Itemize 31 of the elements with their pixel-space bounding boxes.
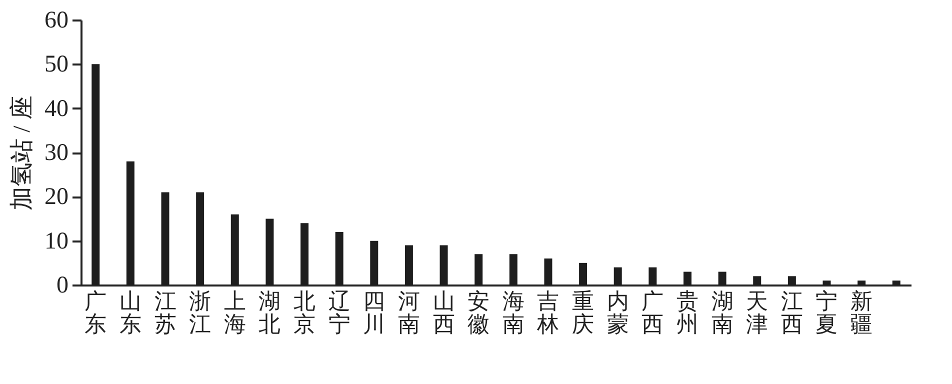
y-tick-label: 40 [44, 96, 68, 122]
x-tick-label: 海南 [502, 288, 524, 336]
x-tick-label: 浙江 [189, 288, 212, 336]
x-tick-label: 江苏 [154, 288, 176, 336]
x-tick-label: 山东 [119, 288, 142, 336]
x-tick-label: 辽宁 [328, 288, 350, 336]
x-tick-label: 山西 [432, 288, 455, 336]
y-tick-label: 20 [44, 184, 68, 210]
x-tick-label: 四川 [363, 288, 386, 336]
x-tick-label: 吉林 [536, 288, 560, 336]
x-tick-label: 湖北 [258, 288, 281, 336]
x-tick-label: 新疆 [850, 288, 873, 336]
x-tick-label: 广东 [84, 288, 107, 336]
y-tick-label: 0 [56, 272, 68, 298]
x-tick-label: 安徽 [468, 288, 490, 336]
y-tick-label: 10 [44, 228, 68, 254]
x-tick-label: 北京 [294, 288, 316, 336]
x-tick-label: 江西 [780, 288, 803, 336]
x-tick-label: 上海 [224, 288, 246, 336]
y-tick-label: 30 [44, 140, 68, 166]
x-tick-label: 广西 [642, 288, 664, 336]
x-tick-label: 重庆 [572, 288, 594, 336]
x-tick-label: 内蒙 [606, 288, 629, 336]
y-tick-label: 50 [44, 52, 68, 78]
x-tick-label: 河南 [398, 288, 420, 336]
x-tick-label: 宁夏 [816, 288, 838, 336]
y-axis-title: 加氢站 / 座 [8, 96, 36, 210]
x-tick-label: 贵州 [676, 288, 698, 336]
x-tick-label: 湖南 [711, 288, 734, 336]
x-tick-label: 天津 [746, 288, 768, 336]
y-tick-label: 60 [44, 8, 68, 34]
